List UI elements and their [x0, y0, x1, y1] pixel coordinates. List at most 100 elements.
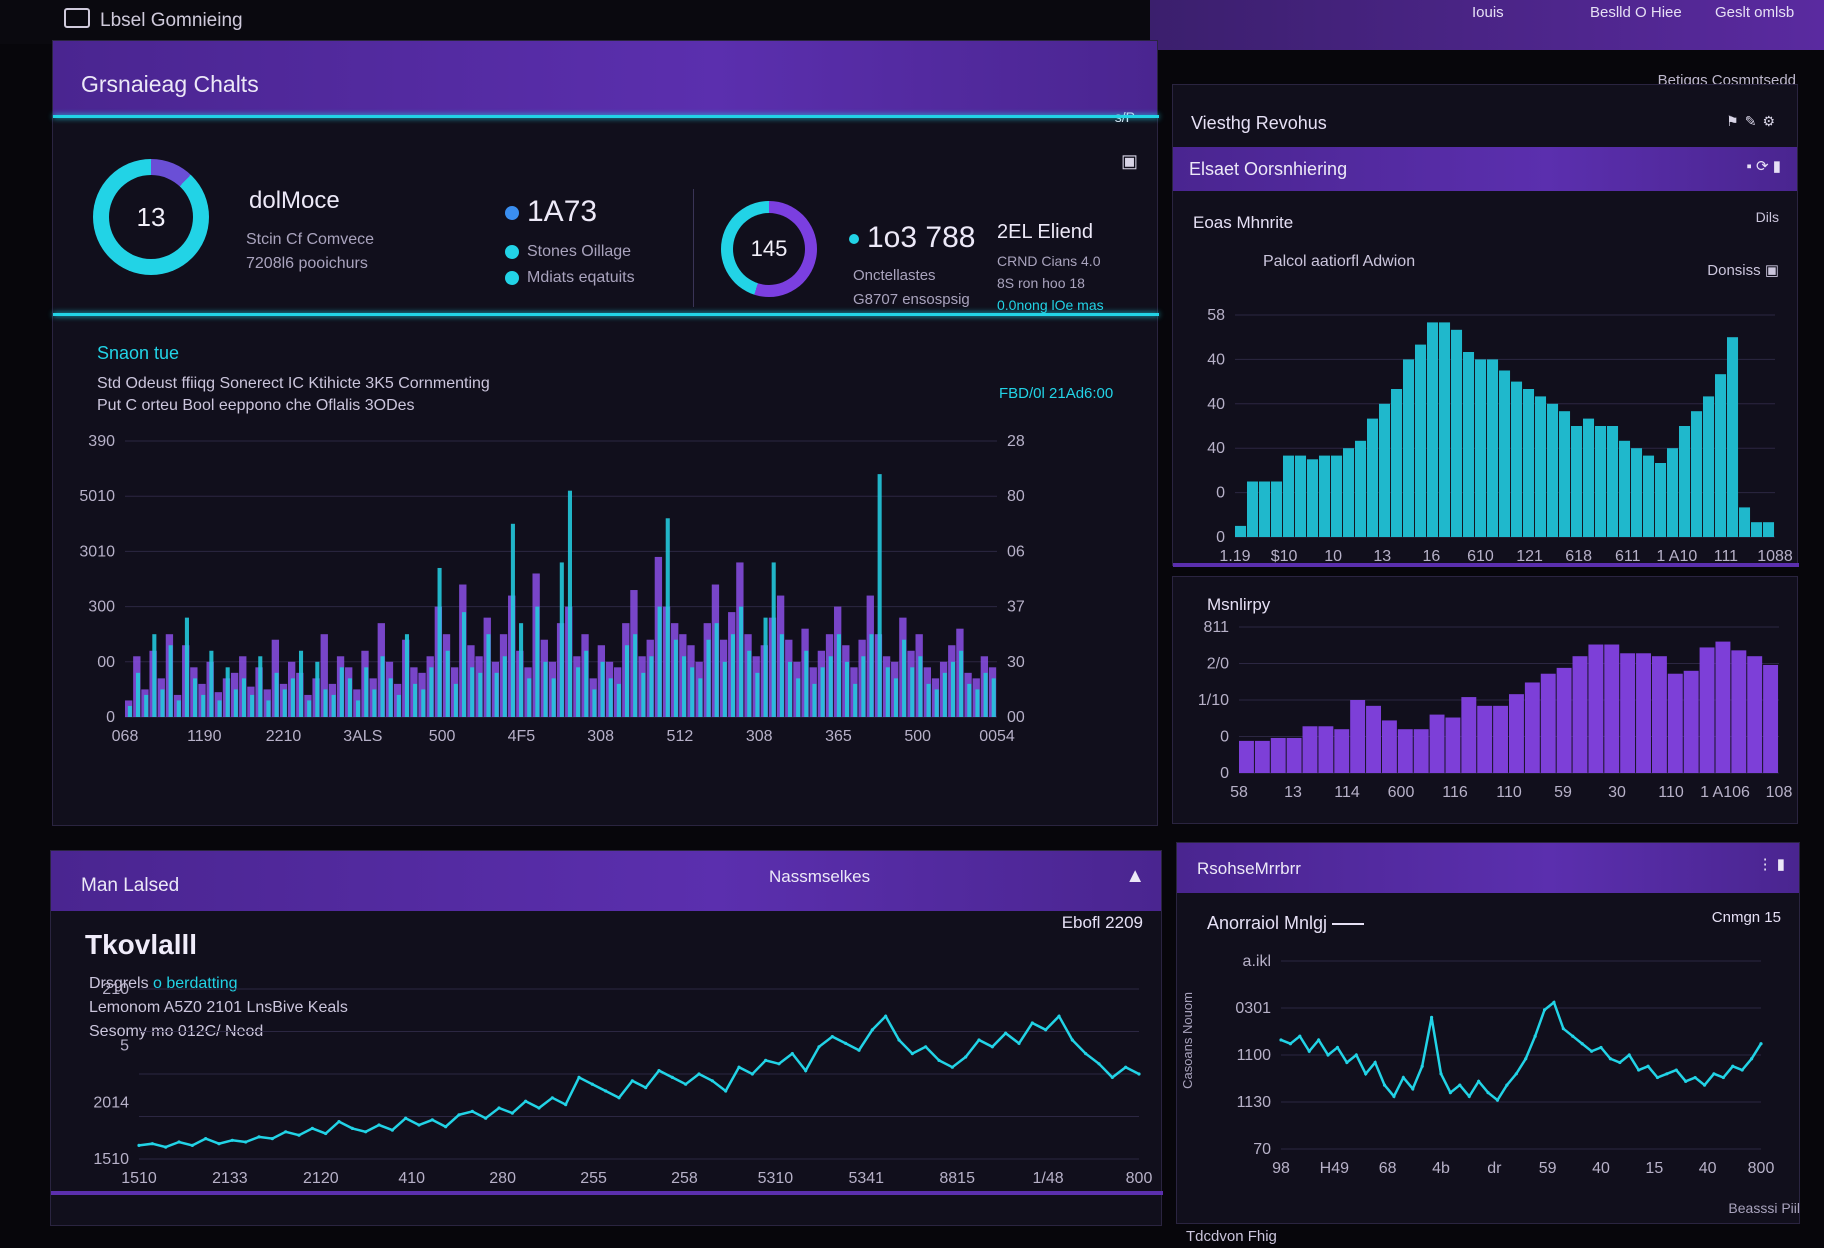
- bar: [1235, 525, 1247, 537]
- top-menu-item[interactable]: Beslld O Hiee: [1590, 4, 1682, 21]
- right-mid-panel: Msnlirpy 0 0 1/10 2/0 811 58 13 114 600 116 110 59 3…: [1172, 576, 1798, 824]
- data-point: [1514, 1072, 1518, 1076]
- kpi-line: Stones Oillage: [527, 243, 632, 260]
- panel-divider: [1173, 563, 1799, 567]
- x-tick-label: 114: [1334, 784, 1360, 801]
- x-tick-label: 1510: [121, 1170, 157, 1187]
- data-point: [430, 1118, 434, 1122]
- bar: [298, 650, 304, 717]
- bar: [1524, 682, 1540, 773]
- bar: [950, 661, 956, 717]
- kpi-line: 7208l6 pooichurs: [246, 255, 368, 272]
- bar: [877, 474, 882, 717]
- bar: [445, 650, 450, 717]
- bar: [184, 617, 189, 717]
- kpi-line: CRND Cians 4.0: [997, 253, 1101, 269]
- bar: [657, 606, 662, 717]
- data-point: [137, 1143, 141, 1147]
- export-icon[interactable]: ▣: [1764, 262, 1779, 279]
- bar: [551, 678, 556, 717]
- panel-menu-icon[interactable]: ⋮ ▮: [1757, 856, 1785, 873]
- bar: [706, 639, 711, 717]
- y-tick-label: 0301: [1235, 1000, 1271, 1017]
- sub-header-tools-icon[interactable]: ▪ ⟳ ▮: [1746, 158, 1781, 175]
- y-tick-label: 40: [1207, 351, 1225, 368]
- bar: [918, 656, 923, 717]
- bar: [682, 656, 687, 717]
- x-tick-label: 30: [1608, 784, 1626, 801]
- data-point: [1571, 1034, 1575, 1038]
- bar: [714, 623, 719, 717]
- data-point: [830, 1035, 834, 1039]
- bar: [1636, 653, 1651, 773]
- data-point: [417, 1123, 421, 1127]
- info-link[interactable]: o berdatting: [153, 975, 238, 992]
- data-point: [1542, 1008, 1547, 1012]
- bar: [1334, 729, 1350, 773]
- bar: [1270, 737, 1286, 773]
- line-chart: 1510 2014 5 210 1510 2133 2120 410 280 255 258 5310…: [93, 981, 1152, 1187]
- data-point: [1524, 1057, 1528, 1061]
- data-point: [657, 1069, 661, 1073]
- data-point: [1684, 1079, 1688, 1083]
- bar: [959, 650, 964, 717]
- bar: [1511, 381, 1523, 537]
- x-tick-label: 1 A106: [1700, 784, 1750, 801]
- bar: [136, 672, 141, 717]
- data-point: [590, 1082, 594, 1086]
- panel-tools-icon[interactable]: ⚑✎⚙: [1726, 113, 1781, 129]
- bar: [1547, 403, 1559, 537]
- data-point: [1759, 1042, 1763, 1046]
- sub-header: Elsaet Oorsnhiering ▪ ⟳ ▮: [1173, 147, 1797, 191]
- bar: [747, 650, 752, 717]
- data-point: [1721, 1075, 1725, 1080]
- bar: [1679, 426, 1691, 537]
- bar: [372, 689, 377, 717]
- bar: [1445, 717, 1461, 773]
- bar: [233, 689, 238, 717]
- data-point: [1749, 1057, 1754, 1061]
- info-line: Drsgrels: [89, 975, 149, 992]
- y-tick-label: 58: [1207, 307, 1225, 324]
- y-tick-label: 2014: [93, 1094, 129, 1111]
- data-point: [364, 1130, 368, 1134]
- data-point: [190, 1143, 194, 1147]
- x-tick-label: 280: [489, 1170, 516, 1187]
- x-tick-label: 0054: [979, 728, 1015, 745]
- bar: [437, 567, 442, 717]
- data-point: [1345, 1060, 1349, 1065]
- bar: [600, 661, 605, 717]
- top-menu-item[interactable]: Iouis: [1472, 4, 1504, 21]
- kpi-line-row: Stones Oillage: [505, 243, 631, 261]
- bar: [1343, 448, 1355, 537]
- bar: [1331, 455, 1343, 537]
- y-tick-label: 5010: [79, 488, 115, 505]
- kpi-title: 2EL Eliend: [997, 221, 1093, 243]
- bar: [592, 689, 597, 717]
- y-tick-label: 40: [1207, 440, 1225, 457]
- y-tick-label: 811: [1203, 619, 1229, 636]
- data-point: [897, 1038, 901, 1042]
- data-point: [230, 1138, 234, 1142]
- data-point: [1373, 1060, 1377, 1065]
- bar: [1643, 455, 1655, 537]
- chart-type-icon[interactable]: ▲: [1125, 865, 1145, 887]
- bar: [1655, 463, 1667, 537]
- panel-center-label: Nassmselkes: [769, 867, 871, 886]
- bar: [1620, 653, 1636, 773]
- data-point: [1288, 1042, 1293, 1046]
- section-right-label[interactable]: Dils: [1755, 209, 1779, 225]
- data-point: [150, 1142, 154, 1146]
- chart-right-label[interactable]: Donsiss ▣: [1707, 261, 1779, 279]
- top-menu-item[interactable]: Geslt omlsb: [1715, 4, 1795, 21]
- bar: [1559, 411, 1571, 537]
- data-point: [1665, 1072, 1669, 1076]
- expand-icon[interactable]: ▣: [1121, 151, 1139, 171]
- bar: [274, 672, 279, 717]
- bar: [1475, 359, 1487, 537]
- data-point: [950, 1065, 954, 1069]
- data-point: [1411, 1087, 1415, 1091]
- bar: [812, 683, 817, 717]
- x-tick-label: 40: [1699, 1160, 1717, 1177]
- bar: [983, 672, 988, 717]
